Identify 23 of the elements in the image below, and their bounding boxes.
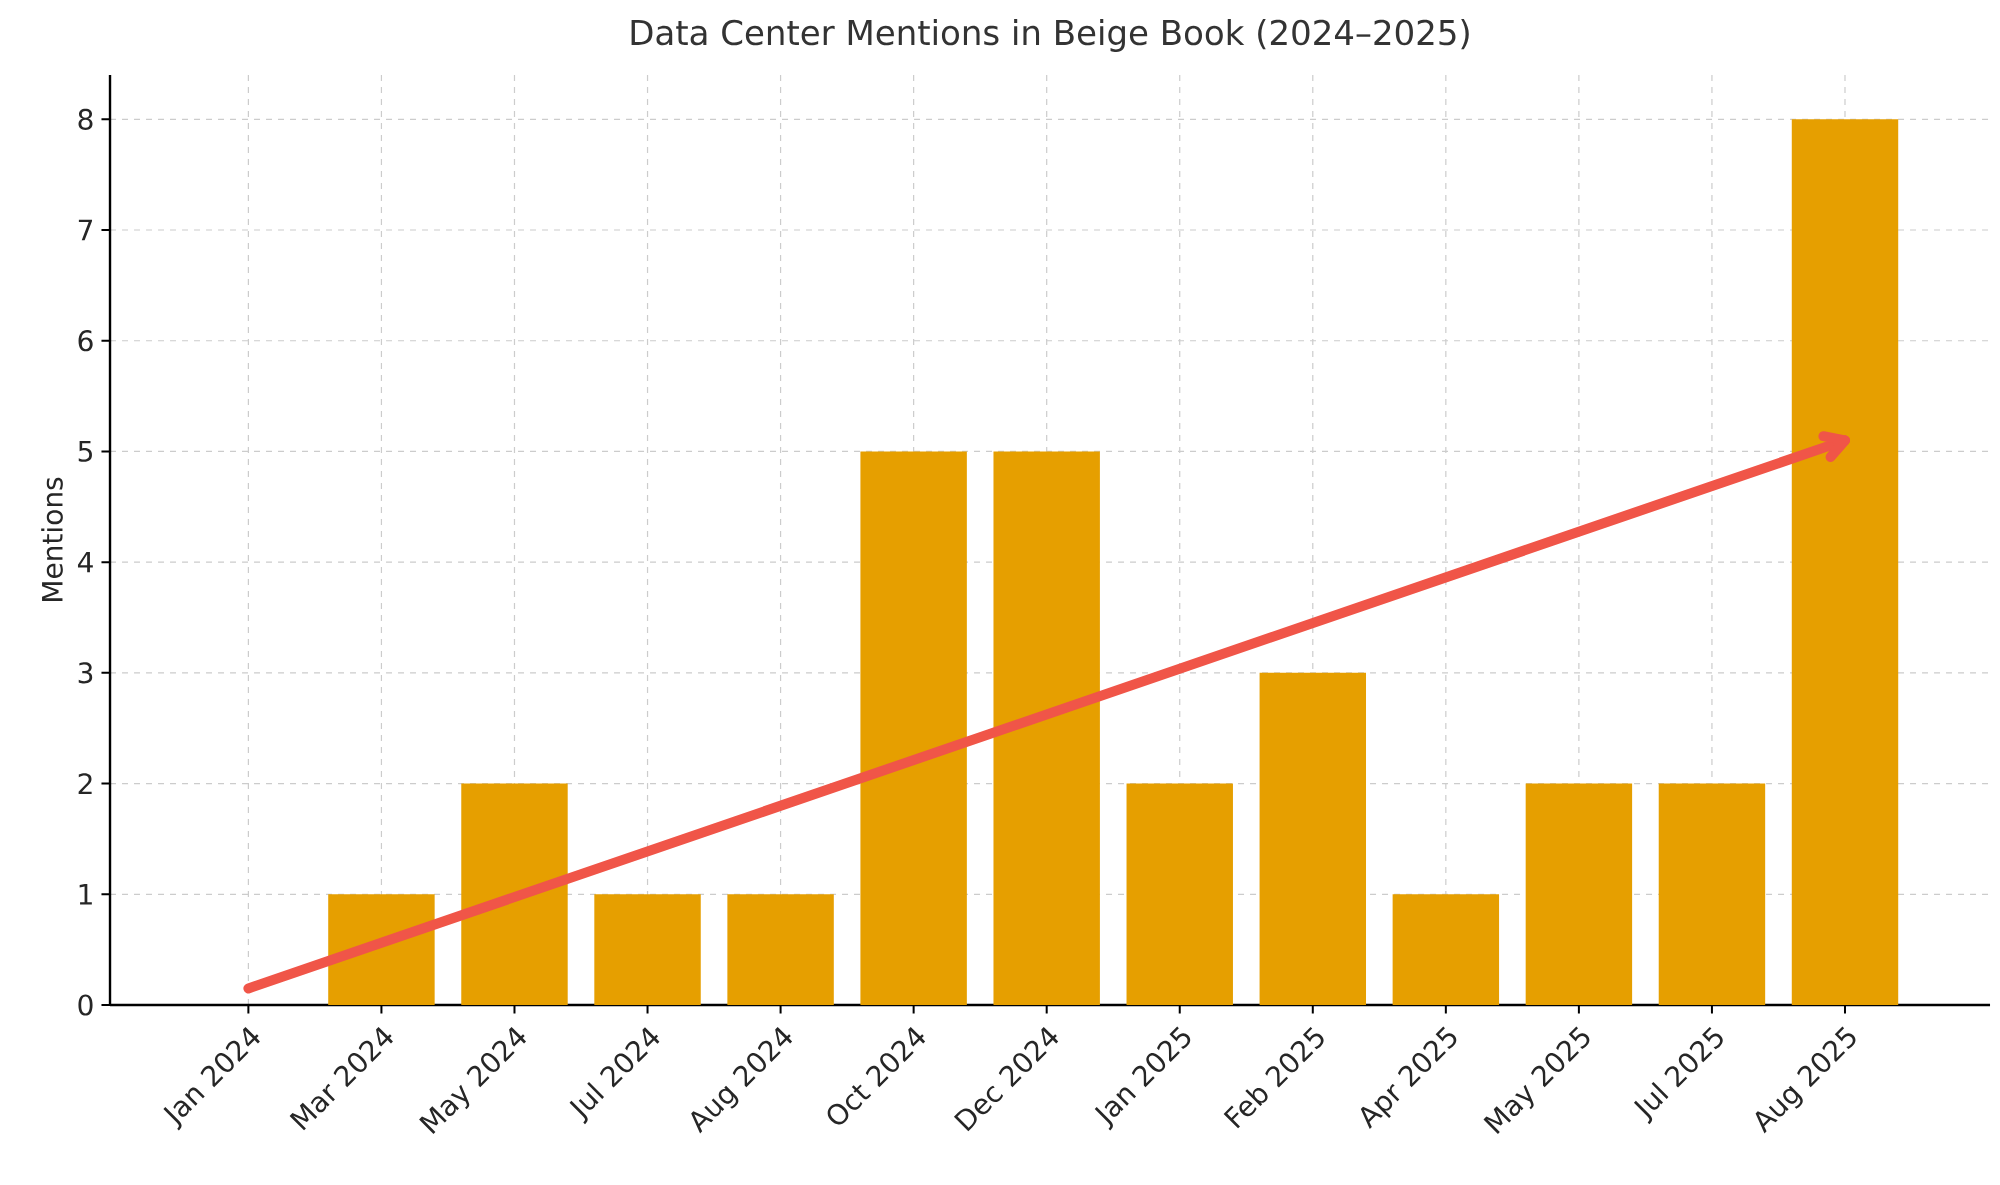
y-tick-label: 6 xyxy=(78,330,93,352)
y-tick-label: 7 xyxy=(78,219,93,241)
bar xyxy=(1259,672,1367,1006)
y-tick-label: 1 xyxy=(79,884,92,905)
y-axis-title: Mentions xyxy=(41,477,63,601)
bar xyxy=(1126,783,1233,1006)
bar xyxy=(860,451,967,1006)
bar xyxy=(1525,783,1633,1006)
bar xyxy=(1658,783,1766,1006)
y-tick-label: 3 xyxy=(78,662,93,684)
y-tick-label: 2 xyxy=(78,773,92,794)
y-tick-label: 4 xyxy=(77,551,93,573)
y-tick-label: 0 xyxy=(78,994,93,1016)
bar xyxy=(727,894,834,1006)
bar xyxy=(461,783,568,1006)
y-tick-label: 5 xyxy=(78,441,92,462)
bar xyxy=(328,894,435,1006)
bar xyxy=(594,894,701,1006)
y-tick-label: 8 xyxy=(78,108,93,130)
chart-title: Data Center Mentions in Beige Book (2024–2025) xyxy=(631,19,1469,52)
bar xyxy=(1791,119,1899,1006)
bar xyxy=(993,451,1100,1006)
bar xyxy=(1392,894,1500,1006)
